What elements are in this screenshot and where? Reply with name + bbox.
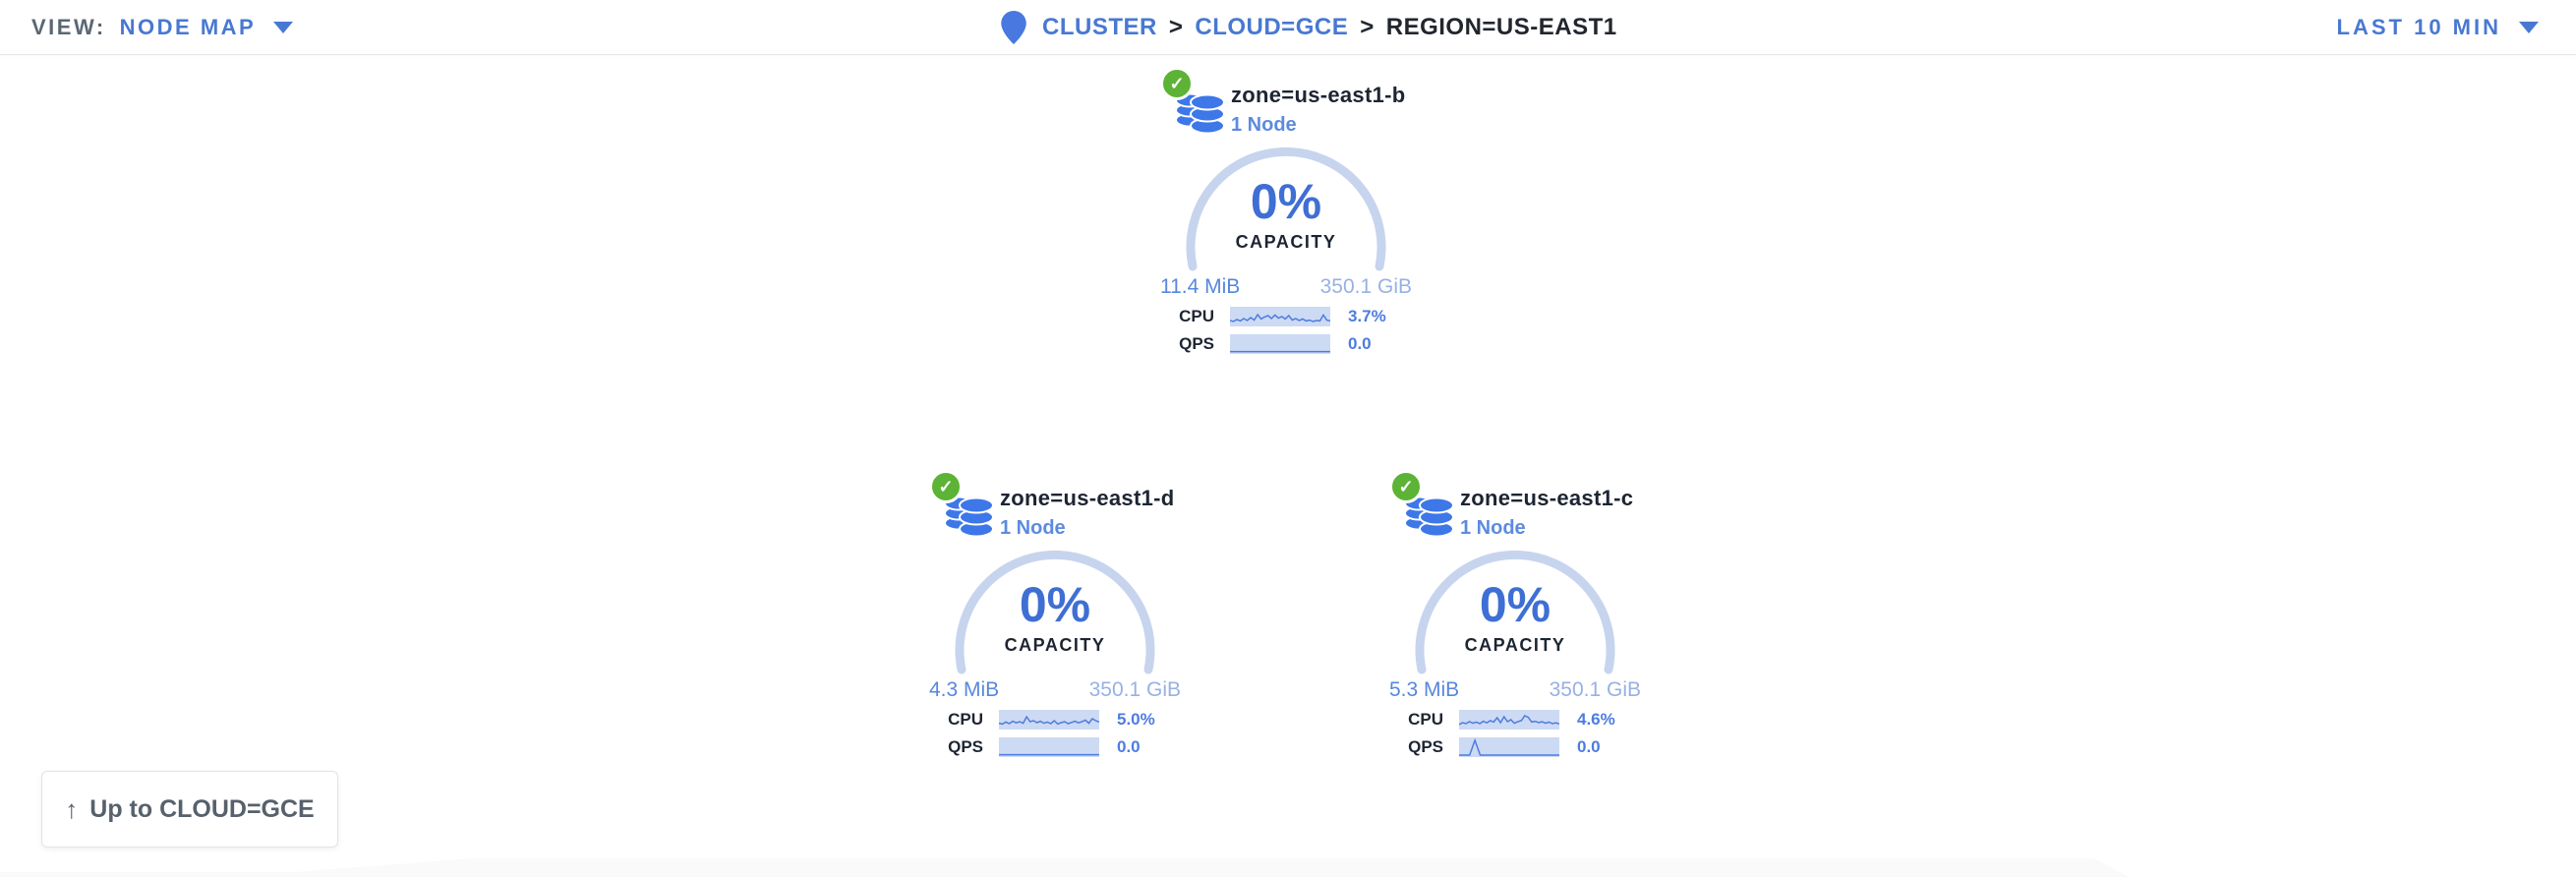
- view-label: VIEW:: [31, 14, 106, 39]
- cpu-sparkline: [1230, 307, 1330, 326]
- zone-card-titles: zone=us-east1-b 1 Node: [1231, 67, 1406, 146]
- breadcrumb: CLUSTER > CLOUD=GCE > REGION=US-EAST1: [1001, 0, 1617, 54]
- capacity-arc: [1186, 147, 1386, 271]
- breadcrumb-separator: >: [1360, 13, 1375, 40]
- breadcrumb-cluster[interactable]: CLUSTER: [1042, 13, 1157, 40]
- capacity-percent: 0%: [1019, 577, 1091, 632]
- capacity-used: 5.3 MiB: [1389, 678, 1460, 701]
- healthy-check-icon: ✓: [929, 470, 963, 503]
- up-button-label: Up to CLOUD=GCE: [89, 794, 315, 823]
- capacity-gauge-text: 0% CAPACITY: [1182, 147, 1390, 253]
- zone-card-header: ✓ zone=us-east1-c 1 Node: [1368, 470, 1663, 549]
- qps-value: 0.0: [1117, 737, 1141, 756]
- up-arrow-icon: ↑: [65, 793, 79, 824]
- node-count-link[interactable]: 1 Node: [1231, 114, 1297, 136]
- qps-label: QPS: [1408, 737, 1443, 756]
- zone-icon: ✓: [929, 470, 1000, 549]
- database-icon: [944, 496, 994, 538]
- qps-metric-row: QPS 0.0: [1139, 334, 1434, 354]
- zone-card-us-east1-d[interactable]: ✓ zone=us-east1-d 1 Node 0% CAPACITY 4.3…: [907, 470, 1202, 757]
- breadcrumb-current-region: REGION=US-EAST1: [1385, 13, 1617, 40]
- chevron-down-icon: [273, 21, 294, 33]
- cpu-metric-row: CPU 4.6%: [1368, 710, 1663, 730]
- zone-title: zone=us-east1-b: [1231, 83, 1406, 107]
- capacity-values-row: 5.3 MiB 350.1 GiB: [1389, 678, 1641, 702]
- healthy-check-icon: ✓: [1389, 470, 1423, 503]
- time-range-selector[interactable]: LAST 10 MIN: [2337, 0, 2539, 54]
- breadcrumb-separator: >: [1168, 13, 1184, 40]
- healthy-check-icon: ✓: [1160, 67, 1194, 100]
- capacity-values-row: 11.4 MiB 350.1 GiB: [1160, 275, 1412, 299]
- cpu-value: 3.7%: [1348, 307, 1386, 325]
- view-selector[interactable]: VIEW: NODE MAP: [31, 0, 294, 54]
- capacity-gauge-text: 0% CAPACITY: [951, 551, 1159, 656]
- cpu-sparkline: [999, 710, 1099, 730]
- cpu-value: 4.6%: [1577, 710, 1615, 729]
- capacity-used: 4.3 MiB: [929, 678, 1000, 701]
- capacity-gauge: 0% CAPACITY: [951, 551, 1159, 678]
- qps-sparkline: [1230, 334, 1330, 354]
- qps-label: QPS: [1179, 334, 1214, 353]
- cpu-label: CPU: [948, 710, 983, 729]
- cpu-metric-row: CPU 5.0%: [907, 710, 1202, 730]
- capacity-label: CAPACITY: [1464, 635, 1566, 655]
- capacity-label: CAPACITY: [1235, 232, 1337, 252]
- qps-value: 0.0: [1577, 737, 1601, 756]
- qps-metric-row: QPS 0.0: [1368, 737, 1663, 757]
- capacity-values-row: 4.3 MiB 350.1 GiB: [929, 678, 1181, 702]
- zone-card-titles: zone=us-east1-c 1 Node: [1460, 470, 1633, 549]
- qps-metric-row: QPS 0.0: [907, 737, 1202, 757]
- zone-title: zone=us-east1-c: [1460, 486, 1634, 510]
- node-count-link[interactable]: 1 Node: [1000, 517, 1066, 539]
- cpu-value: 5.0%: [1117, 710, 1155, 729]
- zone-card-us-east1-b[interactable]: ✓ zone=us-east1-b 1 Node 0% CAPACITY 11.…: [1139, 67, 1434, 354]
- capacity-total: 350.1 GiB: [1088, 678, 1181, 701]
- zone-icon: ✓: [1389, 470, 1460, 549]
- cpu-label: CPU: [1179, 307, 1214, 325]
- capacity-used: 11.4 MiB: [1160, 275, 1241, 298]
- zone-card-us-east1-c[interactable]: ✓ zone=us-east1-c 1 Node 0% CAPACITY 5.3…: [1368, 470, 1663, 757]
- capacity-percent: 0%: [1250, 174, 1322, 229]
- cpu-label: CPU: [1408, 710, 1443, 729]
- top-bar: VIEW: NODE MAP CLUSTER > CLOUD=GCE > REG…: [0, 0, 2576, 55]
- capacity-label: CAPACITY: [1004, 635, 1106, 655]
- zone-icon: ✓: [1160, 67, 1231, 146]
- time-range-label: LAST 10 MIN: [2336, 14, 2501, 39]
- cpu-sparkline: [1459, 710, 1559, 730]
- qps-sparkline: [999, 737, 1099, 757]
- capacity-total: 350.1 GiB: [1319, 275, 1412, 298]
- zone-card-header: ✓ zone=us-east1-d 1 Node: [907, 470, 1202, 549]
- capacity-arc: [1415, 551, 1615, 674]
- up-to-cloud-gce-button[interactable]: ↑ Up to CLOUD=GCE: [41, 771, 338, 848]
- breadcrumb-cloud-gce[interactable]: CLOUD=GCE: [1195, 13, 1349, 40]
- map-ground-shape: [0, 858, 2129, 877]
- zone-card-header: ✓ zone=us-east1-b 1 Node: [1139, 67, 1434, 146]
- qps-sparkline: [1459, 737, 1559, 757]
- view-value: NODE MAP: [119, 14, 257, 39]
- node-count-link[interactable]: 1 Node: [1460, 517, 1526, 539]
- location-pin-icon: [1001, 10, 1026, 44]
- capacity-gauge-text: 0% CAPACITY: [1411, 551, 1619, 656]
- database-icon: [1175, 92, 1225, 135]
- capacity-percent: 0%: [1479, 577, 1551, 632]
- cpu-metric-row: CPU 3.7%: [1139, 307, 1434, 326]
- capacity-arc: [955, 551, 1155, 674]
- qps-label: QPS: [948, 737, 983, 756]
- database-icon: [1404, 496, 1454, 538]
- capacity-total: 350.1 GiB: [1549, 678, 1641, 701]
- capacity-gauge: 0% CAPACITY: [1411, 551, 1619, 678]
- qps-value: 0.0: [1348, 334, 1372, 353]
- chevron-down-icon: [2519, 21, 2539, 33]
- zone-title: zone=us-east1-d: [1000, 486, 1175, 510]
- capacity-gauge: 0% CAPACITY: [1182, 147, 1390, 275]
- zone-card-titles: zone=us-east1-d 1 Node: [1000, 470, 1175, 549]
